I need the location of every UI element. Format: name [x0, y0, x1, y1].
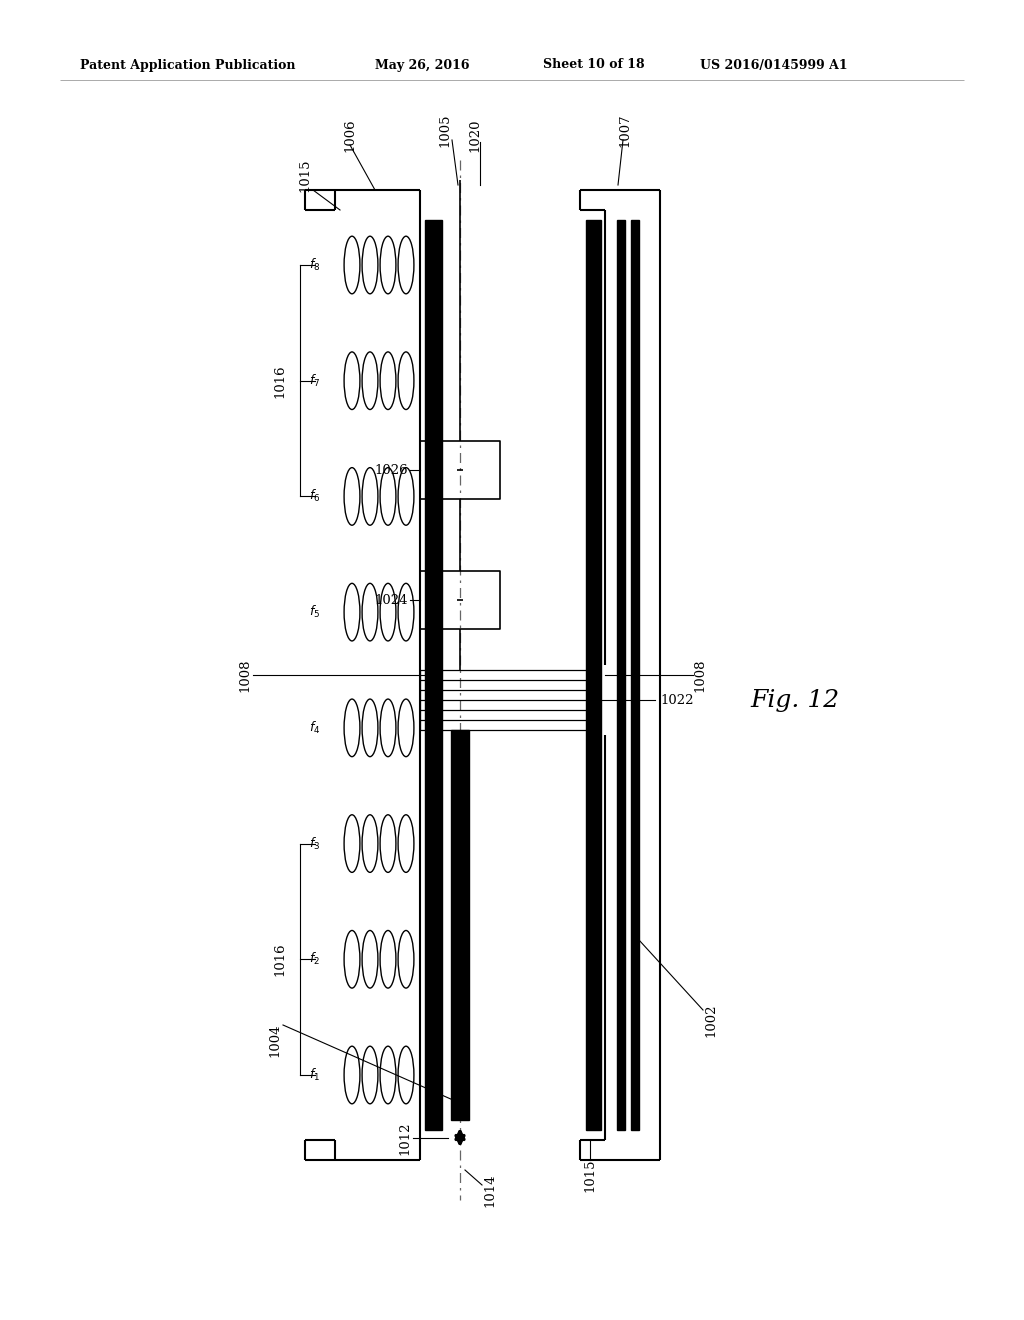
Polygon shape: [586, 220, 601, 1130]
Text: US 2016/0145999 A1: US 2016/0145999 A1: [700, 58, 848, 71]
Text: May 26, 2016: May 26, 2016: [375, 58, 469, 71]
Text: Patent Application Publication: Patent Application Publication: [80, 58, 296, 71]
Text: 1012: 1012: [398, 1121, 412, 1155]
Text: 1006: 1006: [343, 119, 356, 152]
Text: 1016: 1016: [273, 942, 287, 975]
Text: 1022: 1022: [660, 693, 693, 706]
Text: 1002: 1002: [705, 1003, 718, 1036]
Text: 1008: 1008: [693, 659, 707, 692]
Text: 1015: 1015: [299, 158, 311, 191]
Polygon shape: [425, 220, 442, 1130]
Text: 1008: 1008: [239, 659, 252, 692]
Polygon shape: [617, 220, 625, 1130]
Polygon shape: [631, 220, 639, 1130]
Text: 1024: 1024: [375, 594, 408, 606]
Text: $f_{7}$: $f_{7}$: [308, 372, 319, 389]
Text: $f_{4}$: $f_{4}$: [308, 719, 319, 737]
Text: $f_{8}$: $f_{8}$: [308, 257, 319, 273]
Text: Fig. 12: Fig. 12: [750, 689, 839, 711]
Text: 1020: 1020: [469, 119, 481, 152]
Text: 1026: 1026: [375, 463, 408, 477]
Text: $f_{6}$: $f_{6}$: [308, 488, 319, 504]
Text: $f_{1}$: $f_{1}$: [309, 1067, 319, 1082]
Text: 1015: 1015: [584, 1158, 597, 1192]
Text: 1005: 1005: [438, 114, 452, 147]
Text: Sheet 10 of 18: Sheet 10 of 18: [543, 58, 645, 71]
Polygon shape: [451, 730, 469, 1119]
Text: $f_{3}$: $f_{3}$: [308, 836, 319, 851]
Text: 1016: 1016: [273, 364, 287, 397]
Text: $f_{2}$: $f_{2}$: [309, 952, 319, 968]
Text: 1004: 1004: [268, 1023, 282, 1057]
Text: 1007: 1007: [618, 114, 632, 147]
Text: 1014: 1014: [483, 1173, 497, 1206]
Text: $f_{5}$: $f_{5}$: [309, 605, 319, 620]
